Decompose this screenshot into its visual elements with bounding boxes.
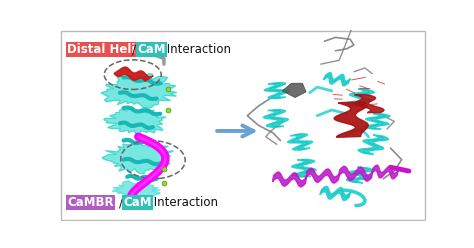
Polygon shape [338,166,373,181]
Polygon shape [112,181,160,200]
Text: /: / [132,43,136,56]
Polygon shape [320,186,351,200]
Polygon shape [264,83,289,99]
Polygon shape [346,89,374,107]
Polygon shape [114,67,153,81]
Polygon shape [323,73,351,86]
Text: CaM: CaM [137,43,165,56]
Polygon shape [346,167,374,183]
Text: Interaction: Interaction [150,196,218,209]
Text: /: / [119,196,123,209]
Polygon shape [101,74,177,108]
Polygon shape [273,172,307,187]
Polygon shape [306,168,339,183]
Polygon shape [358,135,388,155]
Text: Interaction: Interaction [163,43,231,56]
Polygon shape [292,159,316,177]
Polygon shape [365,114,390,129]
Polygon shape [102,140,173,174]
Text: CaM: CaM [124,196,152,209]
Polygon shape [372,165,399,179]
Polygon shape [334,102,368,137]
Polygon shape [355,95,384,113]
Polygon shape [104,107,166,136]
Polygon shape [264,109,288,127]
Polygon shape [288,134,312,150]
Polygon shape [282,83,306,97]
Text: CaMBR: CaMBR [67,196,114,209]
Text: Distal Helix: Distal Helix [67,43,143,56]
